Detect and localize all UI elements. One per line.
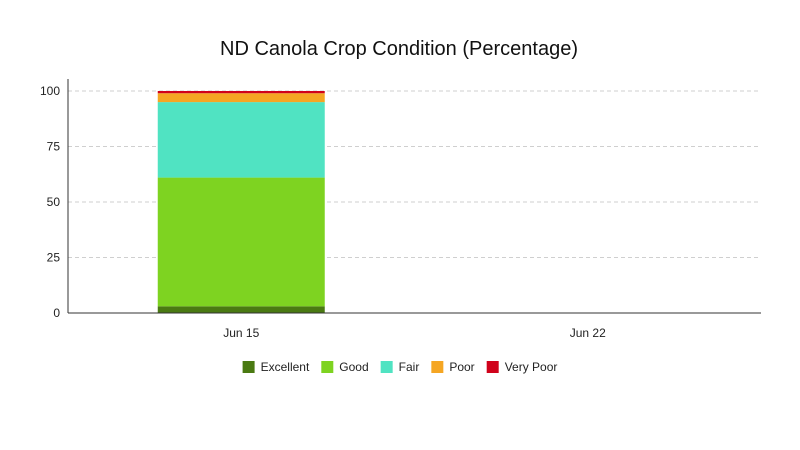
legend-item: Fair	[380, 360, 420, 374]
x-tick-label: Jun 22	[570, 326, 606, 340]
legend-swatch	[242, 361, 255, 373]
bar-segment-very-poor	[157, 91, 325, 94]
legend-label: Poor	[449, 360, 474, 374]
legend-label: Good	[339, 360, 368, 374]
y-tick-label: 50	[47, 195, 61, 209]
bar-segment-poor	[157, 93, 325, 103]
x-tick-label: Jun 15	[223, 326, 259, 340]
x-axis-ticks: Jun 15 Jun 22	[223, 326, 606, 340]
legend-swatch	[431, 361, 444, 373]
legend-item: Poor	[431, 360, 475, 374]
y-axis-ticks: 0 25 50 75 100	[40, 84, 60, 320]
legend-item: Excellent	[242, 360, 310, 374]
legend-item: Good	[321, 360, 369, 374]
chart-title: ND Canola Crop Condition (Percentage)	[220, 38, 578, 60]
legend-swatch	[321, 361, 334, 373]
bars	[157, 91, 325, 313]
y-tick-label: 0	[53, 306, 60, 320]
y-tick-label: 25	[47, 251, 61, 265]
y-tick-label: 75	[47, 140, 61, 154]
legend-label: Very Poor	[505, 360, 558, 374]
y-tick-label: 100	[40, 84, 60, 98]
legend-label: Fair	[399, 360, 420, 374]
legend-swatch	[486, 361, 499, 373]
legend-label: Excellent	[261, 360, 310, 374]
bar-segment-fair	[157, 102, 325, 178]
axes	[67, 79, 761, 314]
legend-swatch	[380, 361, 393, 373]
bar-segment-excellent	[157, 306, 325, 313]
bar-segment-good	[157, 177, 325, 307]
legend-item: Very Poor	[486, 360, 558, 374]
legend: Excellent Good Fair Poor Very Poor	[242, 360, 558, 374]
